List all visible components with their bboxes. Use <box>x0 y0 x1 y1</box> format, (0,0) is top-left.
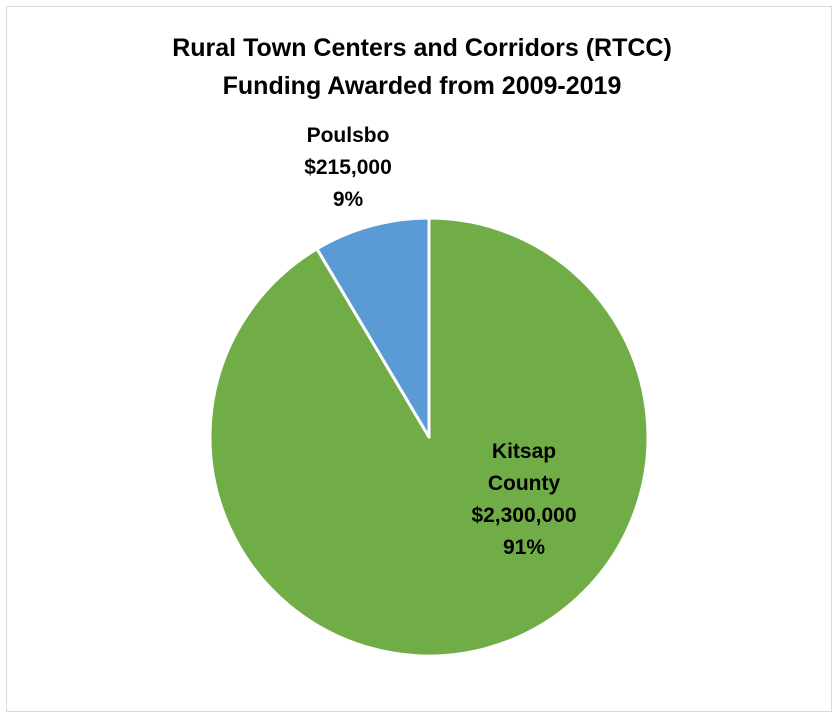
slice-label-kitsap-county: Kitsap County $2,300,000 91% <box>471 440 576 559</box>
chart-title-line-1: Rural Town Centers and Corridors (RTCC) <box>172 34 672 62</box>
slice-label-line: 9% <box>333 188 364 211</box>
slice-label-line: 91% <box>503 536 545 559</box>
slice-label-line: Kitsap <box>492 440 556 463</box>
slice-label-line: Poulsbo <box>307 124 390 147</box>
chart-title-line-2: Funding Awarded from 2009-2019 <box>223 72 622 100</box>
slice-poulsbo <box>315 216 431 439</box>
slice-label-poulsbo: Poulsbo $215,000 9% <box>304 124 392 211</box>
pie-labels: Kitsap County $2,300,000 91% Poulsbo $215,000… <box>304 124 576 559</box>
slice-label-line: $2,300,000 <box>471 504 576 527</box>
slice-label-line: County <box>488 472 561 495</box>
slice-label-line: $215,000 <box>304 156 392 179</box>
pie-slices <box>208 216 650 658</box>
